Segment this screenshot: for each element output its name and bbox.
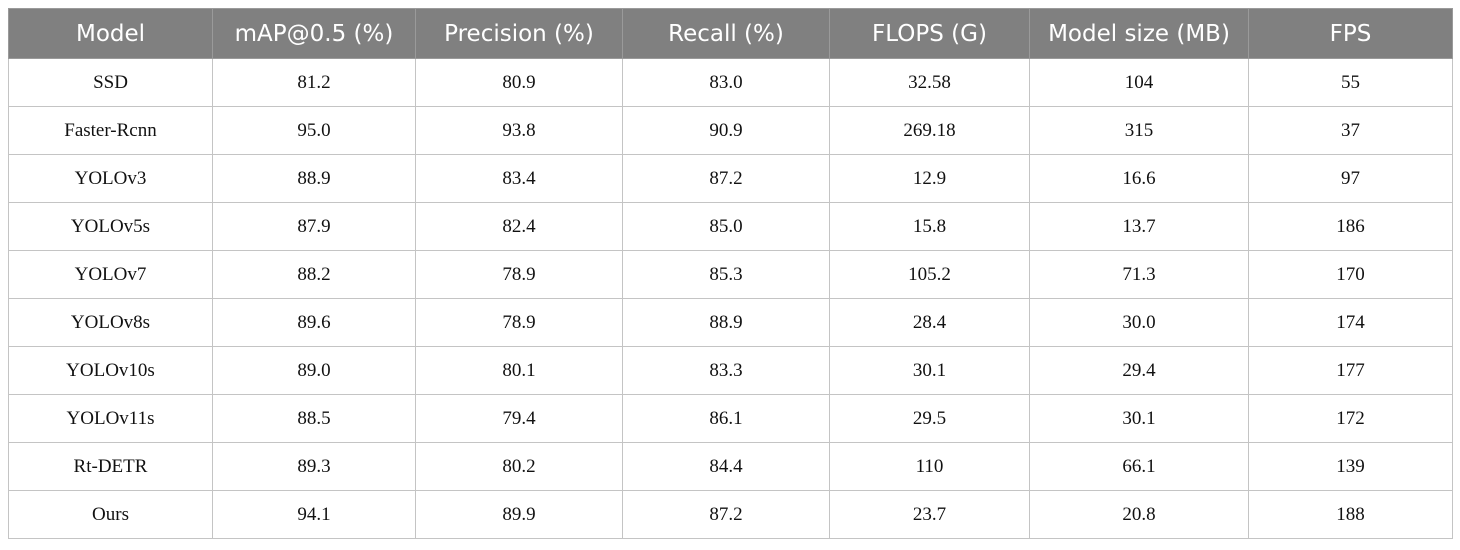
table-cell: YOLOv5s xyxy=(8,202,213,251)
table-cell: 172 xyxy=(1248,394,1453,443)
table-cell: 174 xyxy=(1248,298,1453,347)
table-body: SSD 81.2 80.9 83.0 32.58 104 55 Faster-Rcnn 95.0… xyxy=(8,58,1453,539)
table-cell: 95.0 xyxy=(212,106,416,155)
table-cell: 20.8 xyxy=(1029,490,1249,539)
table-cell: 84.4 xyxy=(622,442,830,491)
table-cell: YOLOv11s xyxy=(8,394,213,443)
table-row: YOLOv3 88.9 83.4 87.2 12.9 16.6 97 xyxy=(8,154,1453,203)
table-cell: 87.2 xyxy=(622,490,830,539)
table-cell: 83.4 xyxy=(415,154,623,203)
table-cell: 110 xyxy=(829,442,1030,491)
table-row: Ours 94.1 89.9 87.2 23.7 20.8 188 xyxy=(8,490,1453,539)
table-cell: 85.3 xyxy=(622,250,830,299)
table-cell: 87.2 xyxy=(622,154,830,203)
header-cell: Model xyxy=(8,8,213,59)
table-cell: 88.5 xyxy=(212,394,416,443)
table-row: Faster-Rcnn 95.0 93.8 90.9 269.18 315 37 xyxy=(8,106,1453,155)
header-cell: Model size (MB) xyxy=(1029,8,1249,59)
header-cell: Recall (%) xyxy=(622,8,830,59)
table-cell: Faster-Rcnn xyxy=(8,106,213,155)
table-cell: 89.3 xyxy=(212,442,416,491)
table-cell: 80.2 xyxy=(415,442,623,491)
table-cell: YOLOv10s xyxy=(8,346,213,395)
table-cell: 23.7 xyxy=(829,490,1030,539)
table-cell: 89.0 xyxy=(212,346,416,395)
table-cell: 29.4 xyxy=(1029,346,1249,395)
table-cell: 55 xyxy=(1248,58,1453,107)
header-row: Model mAP@0.5 (%) Precision (%) Recall (%) F… xyxy=(8,8,1453,59)
table-cell: 104 xyxy=(1029,58,1249,107)
table-cell: 86.1 xyxy=(622,394,830,443)
table-cell: 88.2 xyxy=(212,250,416,299)
table-cell: 83.0 xyxy=(622,58,830,107)
header-cell: FLOPS (G) xyxy=(829,8,1030,59)
table-cell: 85.0 xyxy=(622,202,830,251)
table-cell: 30.1 xyxy=(829,346,1030,395)
table-cell: 32.58 xyxy=(829,58,1030,107)
table-cell: 82.4 xyxy=(415,202,623,251)
table-cell: 66.1 xyxy=(1029,442,1249,491)
table-cell: 28.4 xyxy=(829,298,1030,347)
table-row: YOLOv11s 88.5 79.4 86.1 29.5 30.1 172 xyxy=(8,394,1453,443)
table-row: Rt-DETR 89.3 80.2 84.4 110 66.1 139 xyxy=(8,442,1453,491)
table-cell: 97 xyxy=(1248,154,1453,203)
table-cell: YOLOv8s xyxy=(8,298,213,347)
table-cell: 15.8 xyxy=(829,202,1030,251)
table-cell: 90.9 xyxy=(622,106,830,155)
table-cell: 170 xyxy=(1248,250,1453,299)
table-cell: 89.9 xyxy=(415,490,623,539)
header-cell: FPS xyxy=(1248,8,1453,59)
table-cell: 87.9 xyxy=(212,202,416,251)
table-cell: YOLOv7 xyxy=(8,250,213,299)
header-cell: Precision (%) xyxy=(415,8,623,59)
table-cell: 177 xyxy=(1248,346,1453,395)
table-cell: 30.0 xyxy=(1029,298,1249,347)
table-row: YOLOv10s 89.0 80.1 83.3 30.1 29.4 177 xyxy=(8,346,1453,395)
table-cell: 12.9 xyxy=(829,154,1030,203)
table-cell: 269.18 xyxy=(829,106,1030,155)
table-cell: YOLOv3 xyxy=(8,154,213,203)
table-row: YOLOv5s 87.9 82.4 85.0 15.8 13.7 186 xyxy=(8,202,1453,251)
table-cell: Ours xyxy=(8,490,213,539)
table-cell: Rt-DETR xyxy=(8,442,213,491)
table-cell: 188 xyxy=(1248,490,1453,539)
table-cell: 78.9 xyxy=(415,298,623,347)
header-cell: mAP@0.5 (%) xyxy=(212,8,416,59)
table-cell: 83.3 xyxy=(622,346,830,395)
table-cell: 88.9 xyxy=(212,154,416,203)
table-cell: 139 xyxy=(1248,442,1453,491)
table-cell: 89.6 xyxy=(212,298,416,347)
table-header: Model mAP@0.5 (%) Precision (%) Recall (%) F… xyxy=(8,8,1453,59)
table-cell: 93.8 xyxy=(415,106,623,155)
table-cell: 37 xyxy=(1248,106,1453,155)
table-cell: 186 xyxy=(1248,202,1453,251)
table-row: SSD 81.2 80.9 83.0 32.58 104 55 xyxy=(8,58,1453,107)
table-cell: 81.2 xyxy=(212,58,416,107)
table-cell: 13.7 xyxy=(1029,202,1249,251)
table-cell: 80.9 xyxy=(415,58,623,107)
table-cell: SSD xyxy=(8,58,213,107)
results-table: Model mAP@0.5 (%) Precision (%) Recall (%) F… xyxy=(8,8,1453,539)
table-cell: 80.1 xyxy=(415,346,623,395)
table-cell: 94.1 xyxy=(212,490,416,539)
table-cell: 88.9 xyxy=(622,298,830,347)
table-row: YOLOv7 88.2 78.9 85.3 105.2 71.3 170 xyxy=(8,250,1453,299)
table-cell: 315 xyxy=(1029,106,1249,155)
table-cell: 30.1 xyxy=(1029,394,1249,443)
table-cell: 29.5 xyxy=(829,394,1030,443)
table-row: YOLOv8s 89.6 78.9 88.9 28.4 30.0 174 xyxy=(8,298,1453,347)
table-cell: 78.9 xyxy=(415,250,623,299)
table-cell: 79.4 xyxy=(415,394,623,443)
table-cell: 105.2 xyxy=(829,250,1030,299)
table-cell: 16.6 xyxy=(1029,154,1249,203)
table-cell: 71.3 xyxy=(1029,250,1249,299)
